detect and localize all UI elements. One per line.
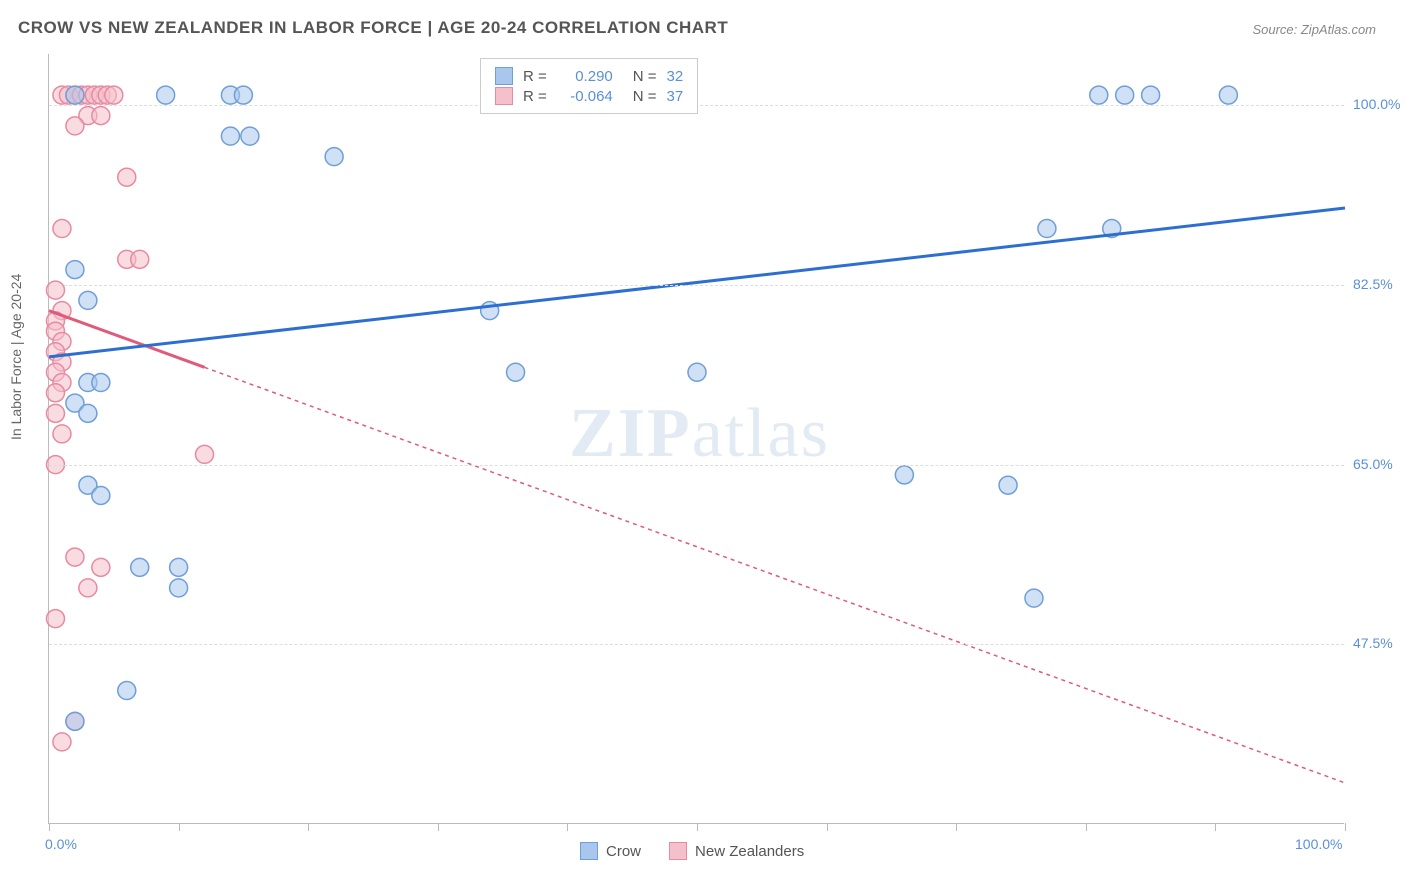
y-tick-label: 100.0% [1353, 96, 1400, 112]
data-point [895, 466, 913, 484]
source-label: Source: ZipAtlas.com [1252, 22, 1376, 37]
legend-swatch [495, 87, 513, 105]
data-point [1219, 86, 1237, 104]
gridline [49, 465, 1344, 466]
legend-r-value: -0.064 [557, 88, 613, 105]
legend-n-value: 37 [667, 88, 684, 105]
data-point [92, 374, 110, 392]
regression-line-dashed [205, 367, 1345, 783]
data-point [1025, 589, 1043, 607]
data-point [92, 558, 110, 576]
x-tick [1086, 823, 1087, 831]
data-point [79, 579, 97, 597]
legend-series-item: New Zealanders [669, 842, 804, 860]
x-tick [567, 823, 568, 831]
legend-n-label: N = [633, 68, 657, 85]
data-point [118, 682, 136, 700]
y-axis-label: In Labor Force | Age 20-24 [8, 274, 24, 440]
gridline [49, 285, 1344, 286]
regression-line [49, 208, 1345, 357]
data-point [196, 445, 214, 463]
chart-title: CROW VS NEW ZEALANDER IN LABOR FORCE | A… [18, 18, 728, 38]
data-point [66, 86, 84, 104]
plot-svg [49, 54, 1344, 823]
legend-swatch [495, 67, 513, 85]
x-tick [179, 823, 180, 831]
data-point [53, 425, 71, 443]
x-tick [438, 823, 439, 831]
data-point [1142, 86, 1160, 104]
data-point [105, 86, 123, 104]
data-point [241, 127, 259, 145]
gridline [49, 644, 1344, 645]
legend-series-item: Crow [580, 842, 641, 860]
legend-series-label: Crow [606, 843, 641, 860]
y-tick-label: 65.0% [1353, 456, 1393, 472]
legend-stats-row: R = -0.064 N = 37 [495, 87, 683, 105]
y-tick-label: 82.5% [1353, 276, 1393, 292]
legend-series-label: New Zealanders [695, 843, 804, 860]
data-point [688, 363, 706, 381]
data-point [66, 548, 84, 566]
data-point [66, 117, 84, 135]
data-point [92, 486, 110, 504]
legend-swatch [669, 842, 687, 860]
data-point [170, 579, 188, 597]
data-point [46, 610, 64, 628]
data-point [79, 291, 97, 309]
x-tick [827, 823, 828, 831]
x-tick [49, 823, 50, 831]
legend-n-value: 32 [667, 68, 684, 85]
data-point [1090, 86, 1108, 104]
data-point [92, 107, 110, 125]
data-point [1038, 220, 1056, 238]
data-point [131, 558, 149, 576]
data-point [53, 733, 71, 751]
data-point [999, 476, 1017, 494]
y-tick-label: 47.5% [1353, 635, 1393, 651]
data-point [234, 86, 252, 104]
legend-stats: R = 0.290 N = 32 R = -0.064 N = 37 [480, 58, 698, 114]
legend-r-label: R = [523, 88, 547, 105]
legend-swatch [580, 842, 598, 860]
x-tick [1215, 823, 1216, 831]
x-tick-label: 100.0% [1295, 836, 1342, 852]
legend-series: Crow New Zealanders [580, 842, 804, 860]
legend-r-label: R = [523, 68, 547, 85]
correlation-chart: CROW VS NEW ZEALANDER IN LABOR FORCE | A… [0, 0, 1406, 892]
data-point [131, 250, 149, 268]
x-tick [1345, 823, 1346, 831]
data-point [118, 168, 136, 186]
plot-area: ZIPatlas 47.5%65.0%82.5%100.0%0.0%100.0% [48, 54, 1344, 824]
x-tick-label: 0.0% [45, 836, 77, 852]
data-point [66, 261, 84, 279]
data-point [325, 148, 343, 166]
data-point [157, 86, 175, 104]
legend-stats-row: R = 0.290 N = 32 [495, 67, 683, 85]
data-point [46, 281, 64, 299]
x-tick [308, 823, 309, 831]
data-point [170, 558, 188, 576]
data-point [46, 404, 64, 422]
x-tick [697, 823, 698, 831]
data-point [1116, 86, 1134, 104]
legend-r-value: 0.290 [557, 68, 613, 85]
data-point [66, 712, 84, 730]
data-point [46, 384, 64, 402]
x-tick [956, 823, 957, 831]
data-point [221, 127, 239, 145]
regression-line [49, 311, 205, 368]
legend-n-label: N = [633, 88, 657, 105]
data-point [53, 220, 71, 238]
data-point [79, 404, 97, 422]
data-point [507, 363, 525, 381]
